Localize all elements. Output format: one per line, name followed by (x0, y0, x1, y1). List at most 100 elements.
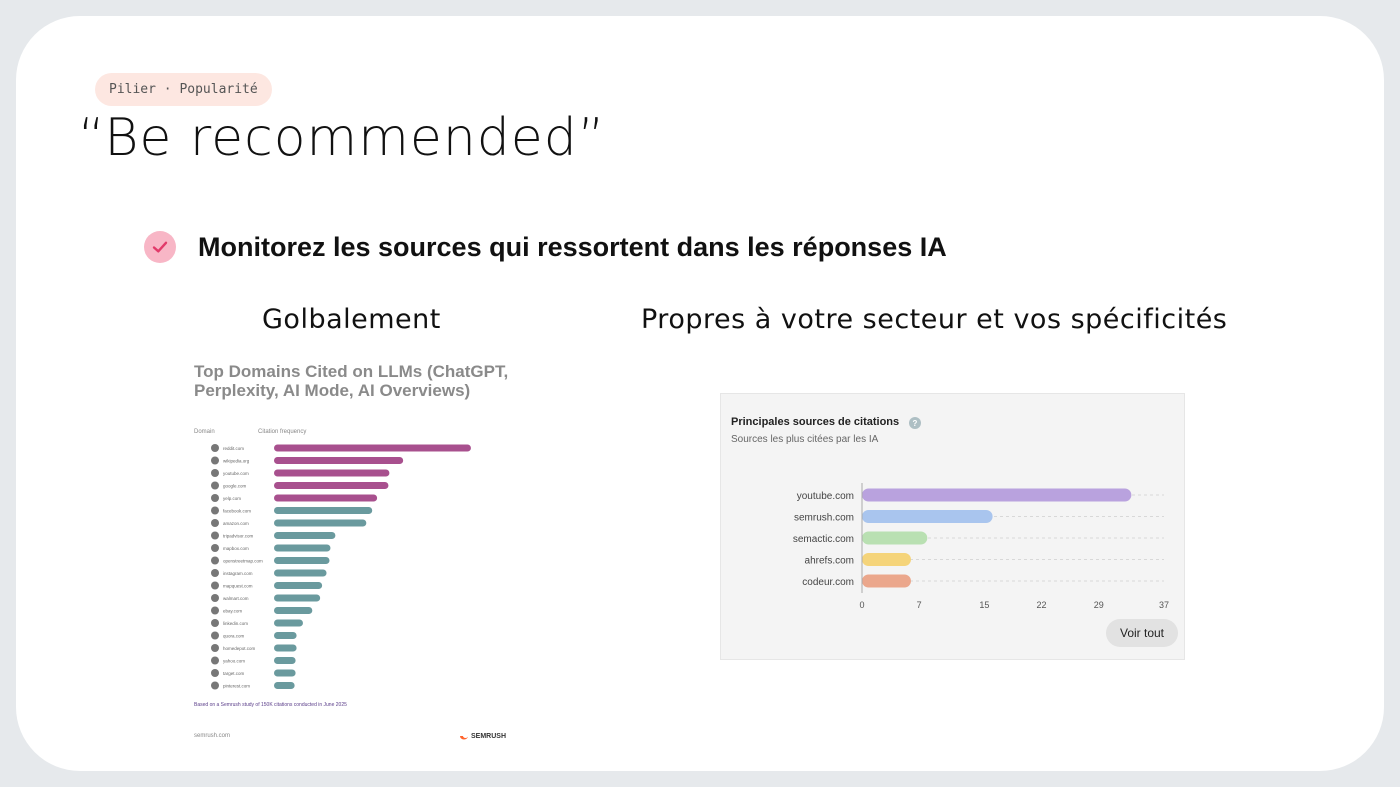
left-chart-source: semrush.com (194, 733, 231, 739)
global-domains-chart: Top Domains Cited on LLMs (ChatGPT, Perp… (186, 356, 526, 740)
domain-label: walmart.com (223, 596, 249, 601)
domain-logo-icon (211, 531, 219, 540)
domain-label: yahoo.com (223, 659, 245, 664)
domain-label: reddit.com (223, 446, 244, 451)
semrush-logo: SEMRUSH (459, 732, 506, 740)
domain-logo-icon (211, 519, 219, 527)
view-all-button[interactable]: Voir tout (1106, 619, 1178, 647)
domain-bar (274, 682, 295, 689)
domain-bar (274, 507, 373, 514)
domain-logo-icon (211, 594, 219, 602)
help-icon[interactable]: ? (909, 417, 921, 429)
domain-bar (274, 444, 471, 452)
domain-bar (274, 469, 390, 477)
source-label: youtube.com (797, 491, 854, 502)
x-tick-label: 15 (979, 600, 989, 610)
domain-label: openstreetmap.com (223, 559, 263, 564)
domain-bar (274, 669, 296, 677)
left-chart-footnote: Based on a Semrush study of 150K citatio… (194, 702, 347, 708)
domain-bar (274, 657, 296, 664)
domain-label: yelp.com (223, 496, 241, 501)
bullet-point: Monitorez les sources qui ressortent dan… (144, 231, 947, 263)
domain-label: wikipedia.org (223, 459, 250, 464)
domain-bar (274, 457, 404, 464)
domain-column-header: Domain (194, 429, 215, 435)
right-chart-title: Principales sources de citations (731, 416, 900, 428)
domain-bar (274, 557, 330, 564)
domain-bar (274, 594, 321, 602)
domain-logo-icon (211, 631, 219, 640)
domain-logo-icon (211, 544, 219, 552)
domain-bar (274, 544, 331, 552)
domain-logo-icon (211, 569, 219, 577)
source-label: semactic.com (793, 534, 854, 545)
domain-bar (274, 532, 336, 539)
domain-logo-icon (211, 469, 219, 477)
source-label: codeur.com (802, 577, 854, 588)
domain-logo-icon (211, 581, 219, 590)
x-tick-label: 7 (917, 600, 922, 610)
domain-logo-icon (211, 556, 219, 565)
left-chart-plot: reddit.com wikipedia.org youtube.com google… (211, 444, 471, 690)
right-chart-subtitle: Sources les plus citées par les IA (731, 434, 879, 445)
domain-label: tripadvisor.com (223, 534, 254, 539)
domain-label: amazon.com (223, 521, 249, 526)
slide: Pilier · Popularité “Be recommended” Mon… (16, 16, 1384, 771)
frequency-column-header: Citation frequency (258, 429, 307, 435)
slide-title: “Be recommended” (78, 108, 606, 168)
domain-logo-icon (211, 606, 219, 615)
x-tick-label: 37 (1159, 600, 1169, 610)
domain-label: google.com (223, 484, 247, 489)
domain-bar (274, 482, 389, 489)
left-chart-title: Top Domains Cited on LLMs (ChatGPT, Perp… (194, 362, 509, 400)
source-bar (862, 574, 911, 588)
right-chart-plot: youtube.com semrush.com semactic.com ahrefs… (793, 483, 1169, 610)
source-label: ahrefs.com (805, 556, 854, 567)
domain-logo-icon (211, 506, 219, 515)
pillar-tag: Pilier · Popularité (95, 73, 272, 106)
domain-label: ebay.com (223, 609, 242, 614)
x-tick-label: 0 (859, 600, 864, 610)
domain-bar (274, 619, 303, 627)
domain-logo-icon (211, 619, 219, 627)
domain-label: facebook.com (223, 509, 251, 514)
citation-sources-card: Principales sources de citations ? Sourc… (720, 393, 1185, 660)
check-icon (144, 231, 176, 263)
x-tick-label: 29 (1094, 600, 1104, 610)
domain-logo-icon (211, 644, 219, 652)
domain-bar (274, 494, 378, 502)
domain-label: mapbox.com (223, 546, 249, 551)
domain-logo-icon (211, 494, 219, 502)
domain-logo-icon (211, 481, 219, 490)
domain-bar (274, 582, 323, 589)
source-bar (862, 553, 911, 566)
source-bar (862, 510, 993, 523)
flame-icon (460, 736, 468, 740)
domain-bar (274, 632, 297, 639)
semrush-logo-text: SEMRUSH (471, 732, 507, 740)
domain-label: instagram.com (223, 571, 253, 576)
domain-label: linkedin.com (223, 621, 248, 626)
domain-logo-icon (211, 656, 219, 665)
source-label: semrush.com (794, 513, 854, 524)
source-bar (862, 488, 1132, 502)
domain-logo-icon (211, 456, 219, 465)
right-heading: Propres à votre secteur et vos spécifici… (641, 304, 1228, 335)
left-heading: Golbalement (262, 304, 441, 335)
domain-logo-icon (211, 444, 219, 452)
domain-bar (274, 607, 313, 614)
x-tick-label: 22 (1037, 600, 1047, 610)
domain-logo-icon (211, 669, 219, 677)
domain-bar (274, 519, 367, 527)
domain-label: homedepot.com (223, 646, 256, 651)
domain-label: pinterest.com (223, 684, 250, 689)
domain-logo-icon (211, 681, 219, 690)
source-bar (862, 531, 928, 545)
domain-label: target.com (223, 671, 245, 676)
domain-bar (274, 644, 297, 652)
domain-bar (274, 569, 327, 577)
domain-label: youtube.com (223, 471, 249, 476)
bullet-text: Monitorez les sources qui ressortent dan… (198, 231, 947, 262)
domain-label: mapquest.com (223, 584, 253, 589)
domain-label: quora.com (223, 634, 245, 639)
